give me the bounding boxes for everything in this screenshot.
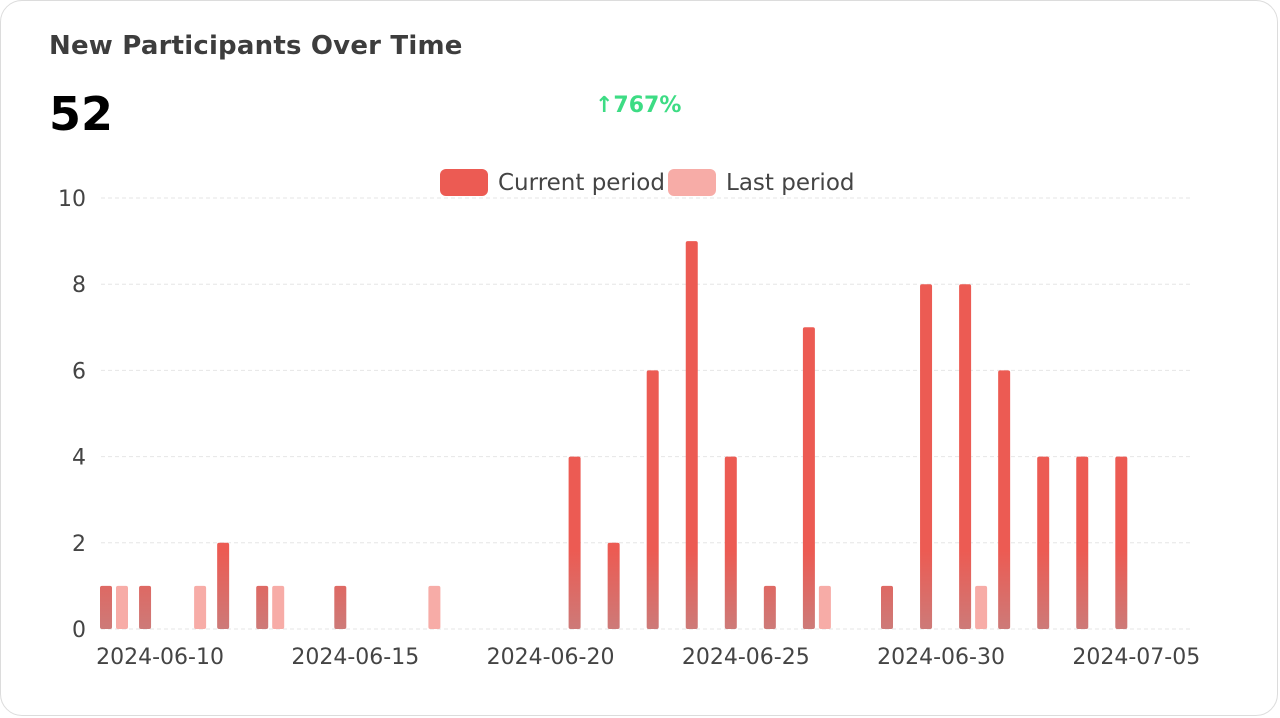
bar-last-period [194, 585, 207, 629]
x-tick-label: 2024-06-20 [487, 645, 615, 670]
bar-current-period [959, 284, 972, 629]
bar-current-period [1037, 456, 1050, 629]
bar-current-period [568, 456, 581, 629]
bar-last-period [116, 585, 128, 629]
bar-last-period [272, 585, 285, 629]
bar-current-period [334, 585, 347, 629]
bar-last-period [818, 585, 831, 629]
bar-current-period [920, 284, 933, 629]
x-tick-label: 2024-06-10 [96, 645, 224, 670]
x-tick-label: 2024-06-25 [682, 645, 810, 670]
y-tick-label: 8 [72, 273, 86, 298]
bar-current-period [802, 327, 815, 629]
bar-current-period [1076, 456, 1089, 629]
y-tick-label: 10 [58, 187, 86, 212]
bar-current-period [256, 585, 269, 629]
y-tick-label: 0 [72, 618, 86, 643]
bar-current-period [881, 585, 893, 629]
x-tick-label: 2024-07-05 [1072, 645, 1200, 670]
bar-current-period [998, 370, 1011, 629]
bar-current-period [685, 241, 698, 629]
chart-title: New Participants Over Time [49, 31, 463, 61]
x-tick-label: 2024-06-30 [877, 645, 1005, 670]
legend-last-period-label: Last period [726, 170, 855, 196]
bar-current-period [724, 456, 737, 629]
bar-current-period [646, 370, 659, 629]
legend-current-period-swatch [440, 169, 488, 196]
bar-current-period [607, 542, 620, 629]
y-tick-label: 4 [72, 446, 86, 471]
change-badge: ↑767% [595, 93, 682, 118]
bar-last-period [975, 585, 988, 629]
bar-current-period [139, 585, 152, 629]
bar-current-period [763, 585, 776, 629]
legend-current-period-label: Current period [498, 170, 665, 196]
x-tick-label: 2024-06-15 [291, 645, 419, 670]
bar-last-period [428, 585, 441, 629]
bar-current-period [217, 542, 230, 629]
y-tick-label: 6 [72, 359, 86, 384]
bar-current-period [100, 585, 112, 629]
total-count: 52 [49, 87, 114, 141]
legend-last-period-swatch [668, 169, 716, 196]
y-tick-label: 2 [72, 532, 86, 557]
bar-current-period [1115, 456, 1128, 629]
